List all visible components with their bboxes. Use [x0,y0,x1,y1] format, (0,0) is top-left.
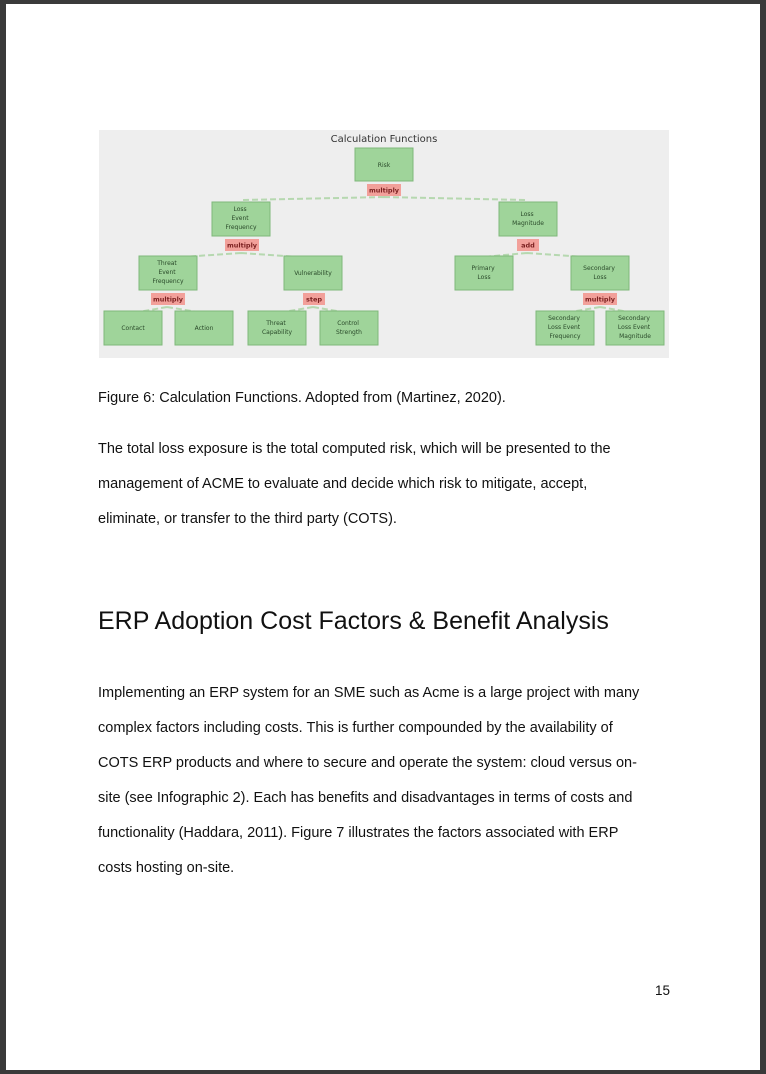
paragraph-line: management of ACME to evaluate and decid… [98,476,588,492]
paragraph-line: site (see Infographic 2). Each has benef… [98,790,633,806]
node-secondary-loss-event-frequency: Secondary Loss Event Frequency [535,310,595,346]
svg-text:Action: Action [195,325,214,332]
svg-text:Contact: Contact [121,325,145,332]
op-lef-multiply: multiply [225,239,259,251]
node-risk: Risk [354,147,414,182]
paragraph-erp-adoption: Implementing an ERP system for an SME su… [98,676,678,886]
svg-text:multiply: multiply [227,242,258,250]
document-page: Calculation Functions Risk multiply Loss… [6,4,760,1070]
node-control-strength: Control Strength [319,310,379,346]
op-sl-multiply: multiply [583,293,617,305]
node-secondary-loss-event-magnitude: Secondary Loss Event Magnitude [605,310,665,346]
op-vuln-step: step [303,293,325,305]
node-threat-capability: Threat Capability [247,310,307,346]
paragraph-line: costs hosting on-site. [98,860,235,876]
svg-text:Primary Loss: Primary Loss [471,265,496,281]
node-threat-event-frequency: Threat Event Frequency [138,255,198,291]
op-risk-multiply: multiply [367,184,401,196]
svg-text:multiply: multiply [369,187,400,195]
paragraph-loss-exposure: The total loss exposure is the total com… [98,432,678,537]
node-primary-loss: Primary Loss [454,255,514,291]
paragraph-line: eliminate, or transfer to the third part… [98,511,397,527]
svg-text:Threat Capability: Threat Capability [262,320,293,336]
paragraph-line: COTS ERP products and where to secure an… [98,755,637,771]
svg-text:Threat Event: Threat Event Frequency [153,260,184,285]
svg-text:Secondary Loss: Secondary Loss [583,265,617,281]
svg-text:step: step [306,296,322,304]
paragraph-line: Implementing an ERP system for an SME su… [98,685,640,701]
svg-text:Loss Event: Loss Event Frequency [226,206,257,231]
node-loss-event-frequency: Loss Event Frequency [211,201,271,237]
svg-text:add: add [521,242,535,250]
paragraph-line: functionality (Haddara, 2011). Figure 7 … [98,825,619,841]
figure-title: Calculation Functions [331,134,438,145]
svg-text:multiply: multiply [153,296,184,304]
calculation-functions-figure: Calculation Functions Risk multiply Loss… [99,130,669,358]
svg-text:Secondary Loss Event: Secondary Loss Event Frequency [548,315,582,340]
svg-text:multiply: multiply [585,296,616,304]
svg-text:Loss Magnitude: Loss Magnitude [512,211,544,227]
node-vulnerability: Vulnerability [283,255,343,291]
svg-text:Risk: Risk [378,162,391,169]
svg-text:Control Strength: Control Strength [336,320,362,336]
node-action: Action [174,310,234,346]
calculation-tree-diagram: Calculation Functions Risk multiply Loss… [103,134,665,346]
figure-caption: Figure 6: Calculation Functions. Adopted… [98,390,506,406]
paragraph-line: complex factors including costs. This is… [98,720,613,736]
node-secondary-loss: Secondary Loss [570,255,630,291]
node-loss-magnitude: Loss Magnitude [498,201,558,237]
paragraph-line: The total loss exposure is the total com… [98,441,611,457]
op-tef-multiply: multiply [151,293,185,305]
node-contact: Contact [103,310,163,346]
svg-text:Vulnerability: Vulnerability [294,270,332,277]
section-heading: ERP Adoption Cost Factors & Benefit Anal… [98,607,609,635]
svg-text:Secondary Loss Event: Secondary Loss Event Magnitude [618,315,652,340]
op-lm-add: add [517,239,539,251]
page-number: 15 [655,983,671,998]
